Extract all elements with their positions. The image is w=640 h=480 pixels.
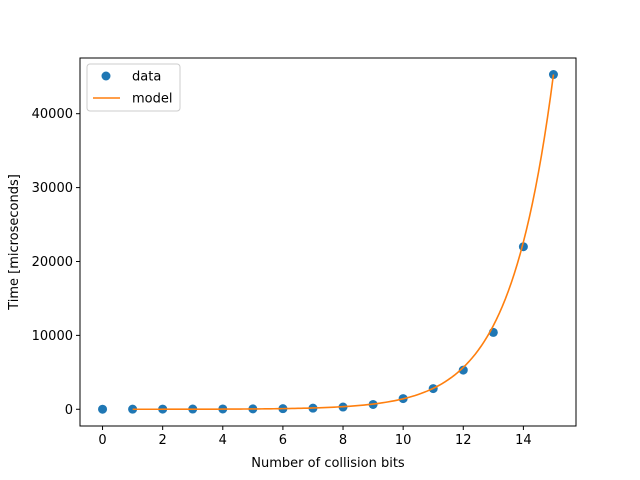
legend-label-model: model — [132, 92, 172, 107]
x-tick-label: 2 — [159, 433, 167, 448]
data-point — [128, 404, 138, 414]
x-tick-label: 12 — [455, 433, 472, 448]
model-line — [132, 74, 555, 411]
y-tick-label: 10000 — [32, 329, 73, 344]
x-tick-label: 6 — [279, 433, 287, 448]
x-tick-label: 10 — [395, 433, 412, 448]
y-axis: 0 10000 20000 30000 40000 — [32, 107, 80, 418]
y-tick-label: 30000 — [32, 181, 73, 196]
y-tick-label: 0 — [65, 403, 73, 418]
x-axis: 0 2 4 6 8 10 12 14 — [98, 426, 532, 448]
legend: data model — [86, 63, 181, 112]
y-tick-label: 20000 — [32, 255, 73, 270]
x-tick-label: 8 — [339, 433, 347, 448]
legend-marker-data — [101, 71, 111, 81]
plot-area — [98, 70, 558, 414]
data-point — [548, 70, 558, 80]
data-point — [98, 404, 108, 414]
x-axis-title: Number of collision bits — [251, 456, 405, 471]
x-tick-label: 14 — [515, 433, 532, 448]
legend-label-data: data — [132, 70, 161, 85]
x-tick-label: 4 — [219, 433, 227, 448]
plot-frame — [79, 57, 577, 427]
data-point — [458, 365, 468, 375]
x-tick-label: 0 — [98, 433, 106, 448]
y-tick-label: 40000 — [32, 107, 73, 122]
y-axis-title: Time [microseconds] — [7, 174, 22, 311]
